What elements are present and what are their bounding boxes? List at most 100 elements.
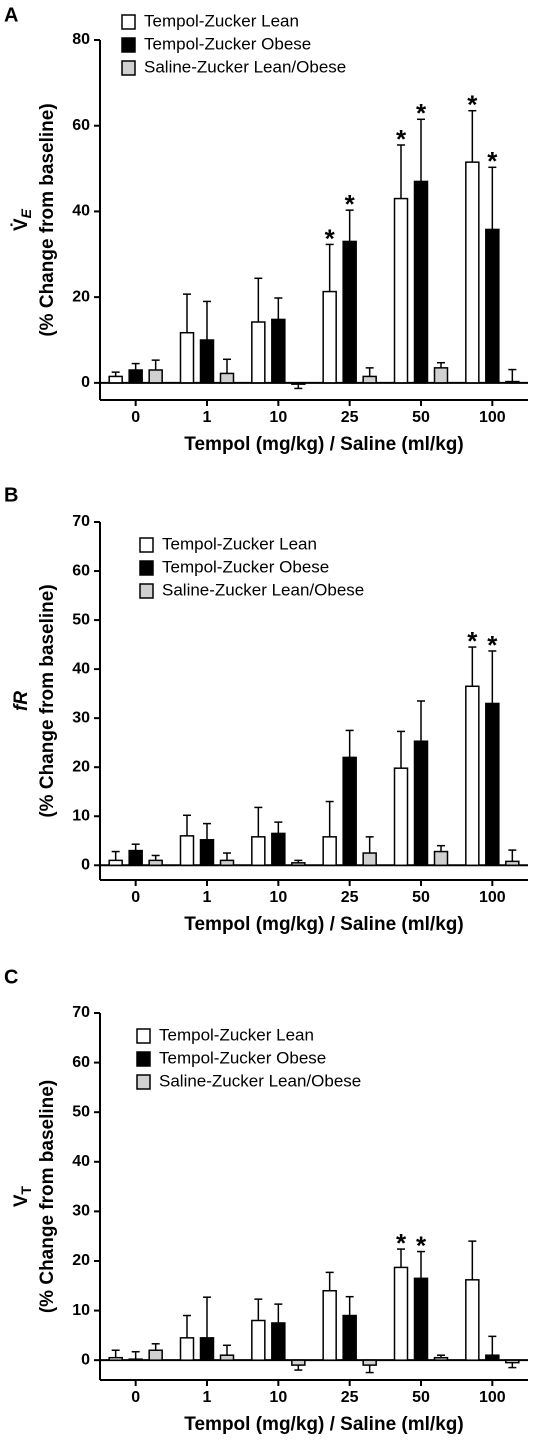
legend-label: Tempol-Zucker Obese [144, 34, 311, 53]
significance-marker: * [416, 98, 427, 128]
legend-label: Tempol-Zucker Lean [144, 11, 299, 30]
bar [251, 1319, 266, 1361]
bar [148, 369, 163, 384]
bar [433, 1356, 449, 1361]
x-tick-label: 25 [341, 1389, 359, 1406]
bar [219, 372, 235, 384]
bar [342, 1314, 357, 1361]
y-tick-label: 70 [72, 1004, 90, 1021]
x-tick-label: 0 [131, 1389, 140, 1406]
legend-label: Saline-Zucker Lean/Obese [162, 580, 364, 599]
bar [362, 852, 377, 867]
x-tick-label: 0 [131, 889, 140, 906]
symbol: V [11, 1194, 32, 1207]
legend-label: Tempol-Zucker Obese [159, 1048, 326, 1067]
y-tick-label: 50 [72, 611, 90, 628]
y-axis-label: (% Change from baseline) [37, 103, 58, 336]
significance-marker: * [396, 1228, 407, 1258]
x-tick-label: 0 [131, 409, 140, 426]
bar [199, 839, 215, 867]
significance-marker: * [467, 626, 478, 656]
y-tick-label: 30 [72, 1203, 90, 1220]
bar [108, 1356, 123, 1361]
bar [485, 228, 500, 384]
y-tick-label: 70 [72, 513, 90, 530]
symbol-subscript: T [18, 1185, 34, 1194]
y-tick-label: 40 [72, 1153, 90, 1170]
panel-letter: A [4, 4, 18, 26]
bar [362, 375, 377, 384]
y-tick-label: 20 [72, 758, 90, 775]
x-axis-label: Tempol (mg/kg) / Saline (ml/kg) [184, 914, 463, 935]
y-tick-label: 0 [81, 1351, 90, 1368]
significance-marker: * [396, 124, 407, 154]
bar [393, 767, 409, 867]
bar [342, 240, 357, 384]
x-tick-label: 100 [479, 1389, 506, 1406]
symbol: fR [11, 691, 32, 711]
bar [148, 1349, 163, 1361]
bar [271, 318, 286, 384]
x-tick-label: 10 [269, 889, 287, 906]
y-axis-label: (% Change from baseline) [37, 1080, 58, 1313]
bar [219, 859, 235, 867]
x-tick-label: 1 [203, 409, 212, 426]
y-axis-symbol: V̇E [10, 208, 33, 231]
y-axis-symbol: VT [11, 1185, 34, 1207]
bar [322, 836, 337, 867]
symbol-subscript: E [18, 208, 34, 218]
bar [465, 685, 480, 867]
bar [251, 836, 266, 867]
legend-swatch [136, 1028, 151, 1044]
bar [413, 180, 429, 384]
legend-swatch [136, 1051, 151, 1067]
bar [199, 1337, 215, 1361]
y-tick-label: 20 [72, 288, 90, 305]
bar [199, 339, 215, 384]
y-tick-label: 30 [72, 709, 90, 726]
bar [291, 862, 306, 867]
x-tick-label: 50 [412, 409, 430, 426]
bar [148, 859, 163, 867]
legend-swatch [139, 583, 154, 599]
y-tick-label: 80 [72, 31, 90, 48]
legend-label: Tempol-Zucker Lean [162, 534, 317, 553]
x-tick-label: 50 [412, 1389, 430, 1406]
y-tick-label: 50 [72, 1103, 90, 1120]
bar [322, 1289, 337, 1361]
bar [433, 367, 449, 384]
bar [413, 1277, 429, 1361]
bar [179, 835, 195, 867]
legend-swatch [136, 1074, 151, 1090]
bar [291, 382, 306, 385]
y-tick-label: 10 [72, 1302, 90, 1319]
y-tick-label: 60 [72, 1054, 90, 1071]
legend-swatch [121, 14, 136, 30]
panel-letter: C [4, 966, 18, 988]
legend-label: Tempol-Zucker Obese [162, 557, 329, 576]
bar [271, 1322, 286, 1361]
legend-label: Saline-Zucker Lean/Obese [159, 1071, 361, 1090]
significance-marker: * [487, 630, 498, 660]
bar [433, 850, 449, 867]
legend-swatch [139, 537, 154, 553]
y-axis-label: (% Change from baseline) [37, 584, 58, 817]
x-tick-label: 1 [203, 1389, 212, 1406]
bar [485, 1354, 500, 1361]
y-tick-label: 60 [72, 562, 90, 579]
bar [465, 1279, 480, 1361]
bar [342, 756, 357, 867]
x-tick-label: 25 [341, 409, 359, 426]
y-tick-label: 40 [72, 203, 90, 220]
x-tick-label: 10 [269, 409, 287, 426]
significance-marker: * [325, 223, 336, 253]
legend-swatch [139, 560, 154, 576]
bar [362, 1359, 377, 1366]
significance-marker: * [345, 189, 356, 219]
y-axis-symbol: fR [11, 691, 32, 711]
x-tick-label: 50 [412, 889, 430, 906]
y-tick-label: 0 [81, 857, 90, 874]
significance-marker: * [416, 1230, 427, 1260]
legend-swatch [121, 60, 136, 76]
